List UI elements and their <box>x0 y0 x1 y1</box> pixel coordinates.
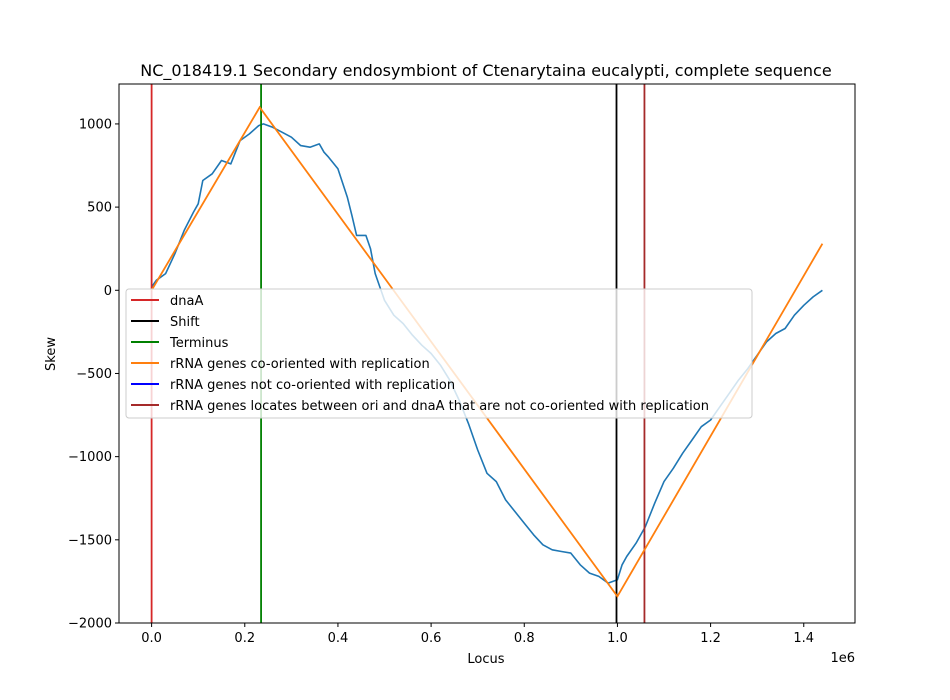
x-tick-label: 1.2 <box>700 631 721 646</box>
x-tick-label: 0.0 <box>141 631 162 646</box>
legend-label: rRNA genes locates between ori and dnaA … <box>170 399 709 414</box>
legend-label: rRNA genes co-oriented with replication <box>170 357 430 372</box>
y-axis-label: Skew <box>44 337 59 371</box>
x-axis: 0.0 0.2 0.4 0.6 0.8 1.0 1.2 1.4 <box>141 623 814 646</box>
plot-frame <box>118 83 856 624</box>
y-tick-label: −500 <box>76 367 112 382</box>
x-tick-label: 0.6 <box>421 631 442 646</box>
legend: dnaA Shift Terminus rRNA genes co-oriented … <box>125 288 753 419</box>
legend-box <box>125 288 753 419</box>
x-axis-offset-label: 1e6 <box>830 651 855 666</box>
y-tick-label: 1000 <box>79 117 112 132</box>
y-tick-label: 500 <box>87 201 112 216</box>
legend-label: Terminus <box>169 336 229 351</box>
y-tick-label: −1000 <box>68 450 112 465</box>
x-tick-label: 0.2 <box>234 631 255 646</box>
y-tick-label: 0 <box>104 284 112 299</box>
x-tick-label: 0.8 <box>514 631 535 646</box>
y-tick-label: −2000 <box>68 617 112 632</box>
legend-label: dnaA <box>170 294 203 309</box>
x-tick-label: 0.4 <box>328 631 349 646</box>
x-tick-label: 1.0 <box>607 631 628 646</box>
y-axis: 1000 500 0 −500 −1000 −1500 −2000 <box>68 117 119 632</box>
legend-label: rRNA genes not co-oriented with replicat… <box>170 378 455 393</box>
skew-line <box>150 123 823 584</box>
x-axis-label: Locus <box>467 652 504 667</box>
chart-title: NC_018419.1 Secondary endosymbiont of Ct… <box>140 61 831 81</box>
legend-label: Shift <box>170 315 200 330</box>
y-tick-label: −1500 <box>68 533 112 548</box>
x-tick-label: 1.4 <box>793 631 814 646</box>
